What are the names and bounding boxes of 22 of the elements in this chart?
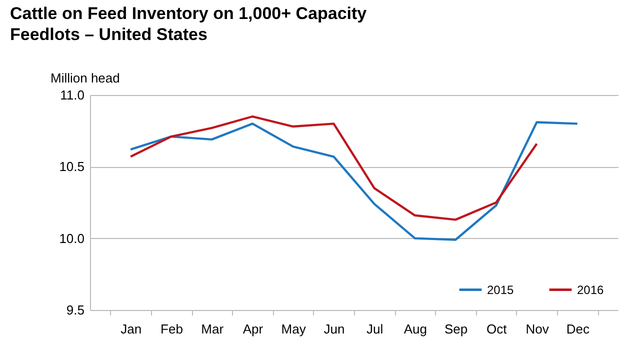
x-tick-label: Aug bbox=[404, 322, 427, 336]
x-tick-label: Sep bbox=[444, 322, 468, 336]
x-tick-label: Apr bbox=[242, 322, 264, 336]
chart-title: Cattle on Feed Inventory on 1,000+ Capacity Feedlots – United States bbox=[10, 4, 368, 44]
x-tick-label: May bbox=[281, 322, 306, 336]
x-tick-label: Nov bbox=[526, 322, 550, 336]
x-tick-label: Jun bbox=[324, 322, 345, 336]
x-tick-label: Oct bbox=[486, 322, 508, 336]
legend-label: 2015 bbox=[487, 282, 514, 297]
y-tick-label: 9.5 bbox=[66, 302, 84, 318]
y-tick-label: 10.0 bbox=[59, 230, 84, 246]
x-tick-label: Dec bbox=[566, 322, 590, 336]
x-tick-label: Mar bbox=[201, 322, 224, 336]
y-axis-title: Million head bbox=[50, 70, 120, 86]
x-tick-label: Feb bbox=[160, 322, 183, 336]
x-tick-label: Jul bbox=[366, 322, 384, 336]
y-tick-label: 10.5 bbox=[59, 159, 84, 174]
x-tick-label: Jan bbox=[120, 322, 142, 336]
y-tick-label: 11.0 bbox=[60, 88, 84, 102]
line-series bbox=[130, 115, 538, 221]
line-series bbox=[130, 121, 578, 241]
legend-label: 2016 bbox=[577, 282, 604, 297]
